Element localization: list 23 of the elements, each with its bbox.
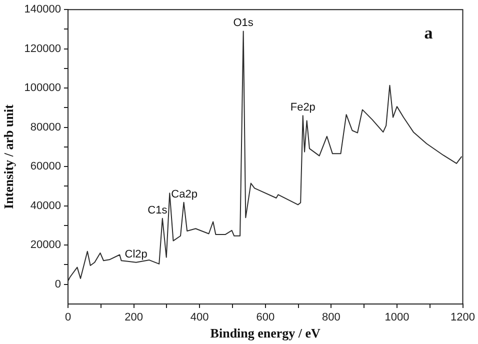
annotation: Cl2p [124,248,148,260]
y-tick-label: 40000 [30,200,61,212]
annotation: Ca2p [171,188,198,200]
y-axis-title: Intensity / arb unit [1,104,16,209]
y-tick-label: 20000 [30,239,61,252]
annotation: a [424,23,434,42]
y-tick-label: 80000 [30,121,61,134]
y-tick-label: 0 [54,278,61,290]
y-tick-label: 60000 [30,160,61,173]
x-tick-label: 800 [322,312,340,324]
annotation: O1s [233,17,254,30]
y-tick-label: 100000 [24,82,61,94]
x-tick-label: 1200 [450,312,476,324]
annotation: C1s [148,204,168,216]
x-axis-title: Binding energy / eV [210,326,322,341]
y-tick-label: 120000 [24,42,61,55]
annotation: Fe2p [290,102,316,114]
x-tick-label: 0 [64,312,72,324]
y-tick-label: 140000 [24,4,61,16]
x-tick-label: 400 [190,312,209,324]
x-tick-label: 1000 [384,312,410,324]
x-tick-label: 600 [256,312,275,324]
x-tick-label: 200 [124,312,143,324]
